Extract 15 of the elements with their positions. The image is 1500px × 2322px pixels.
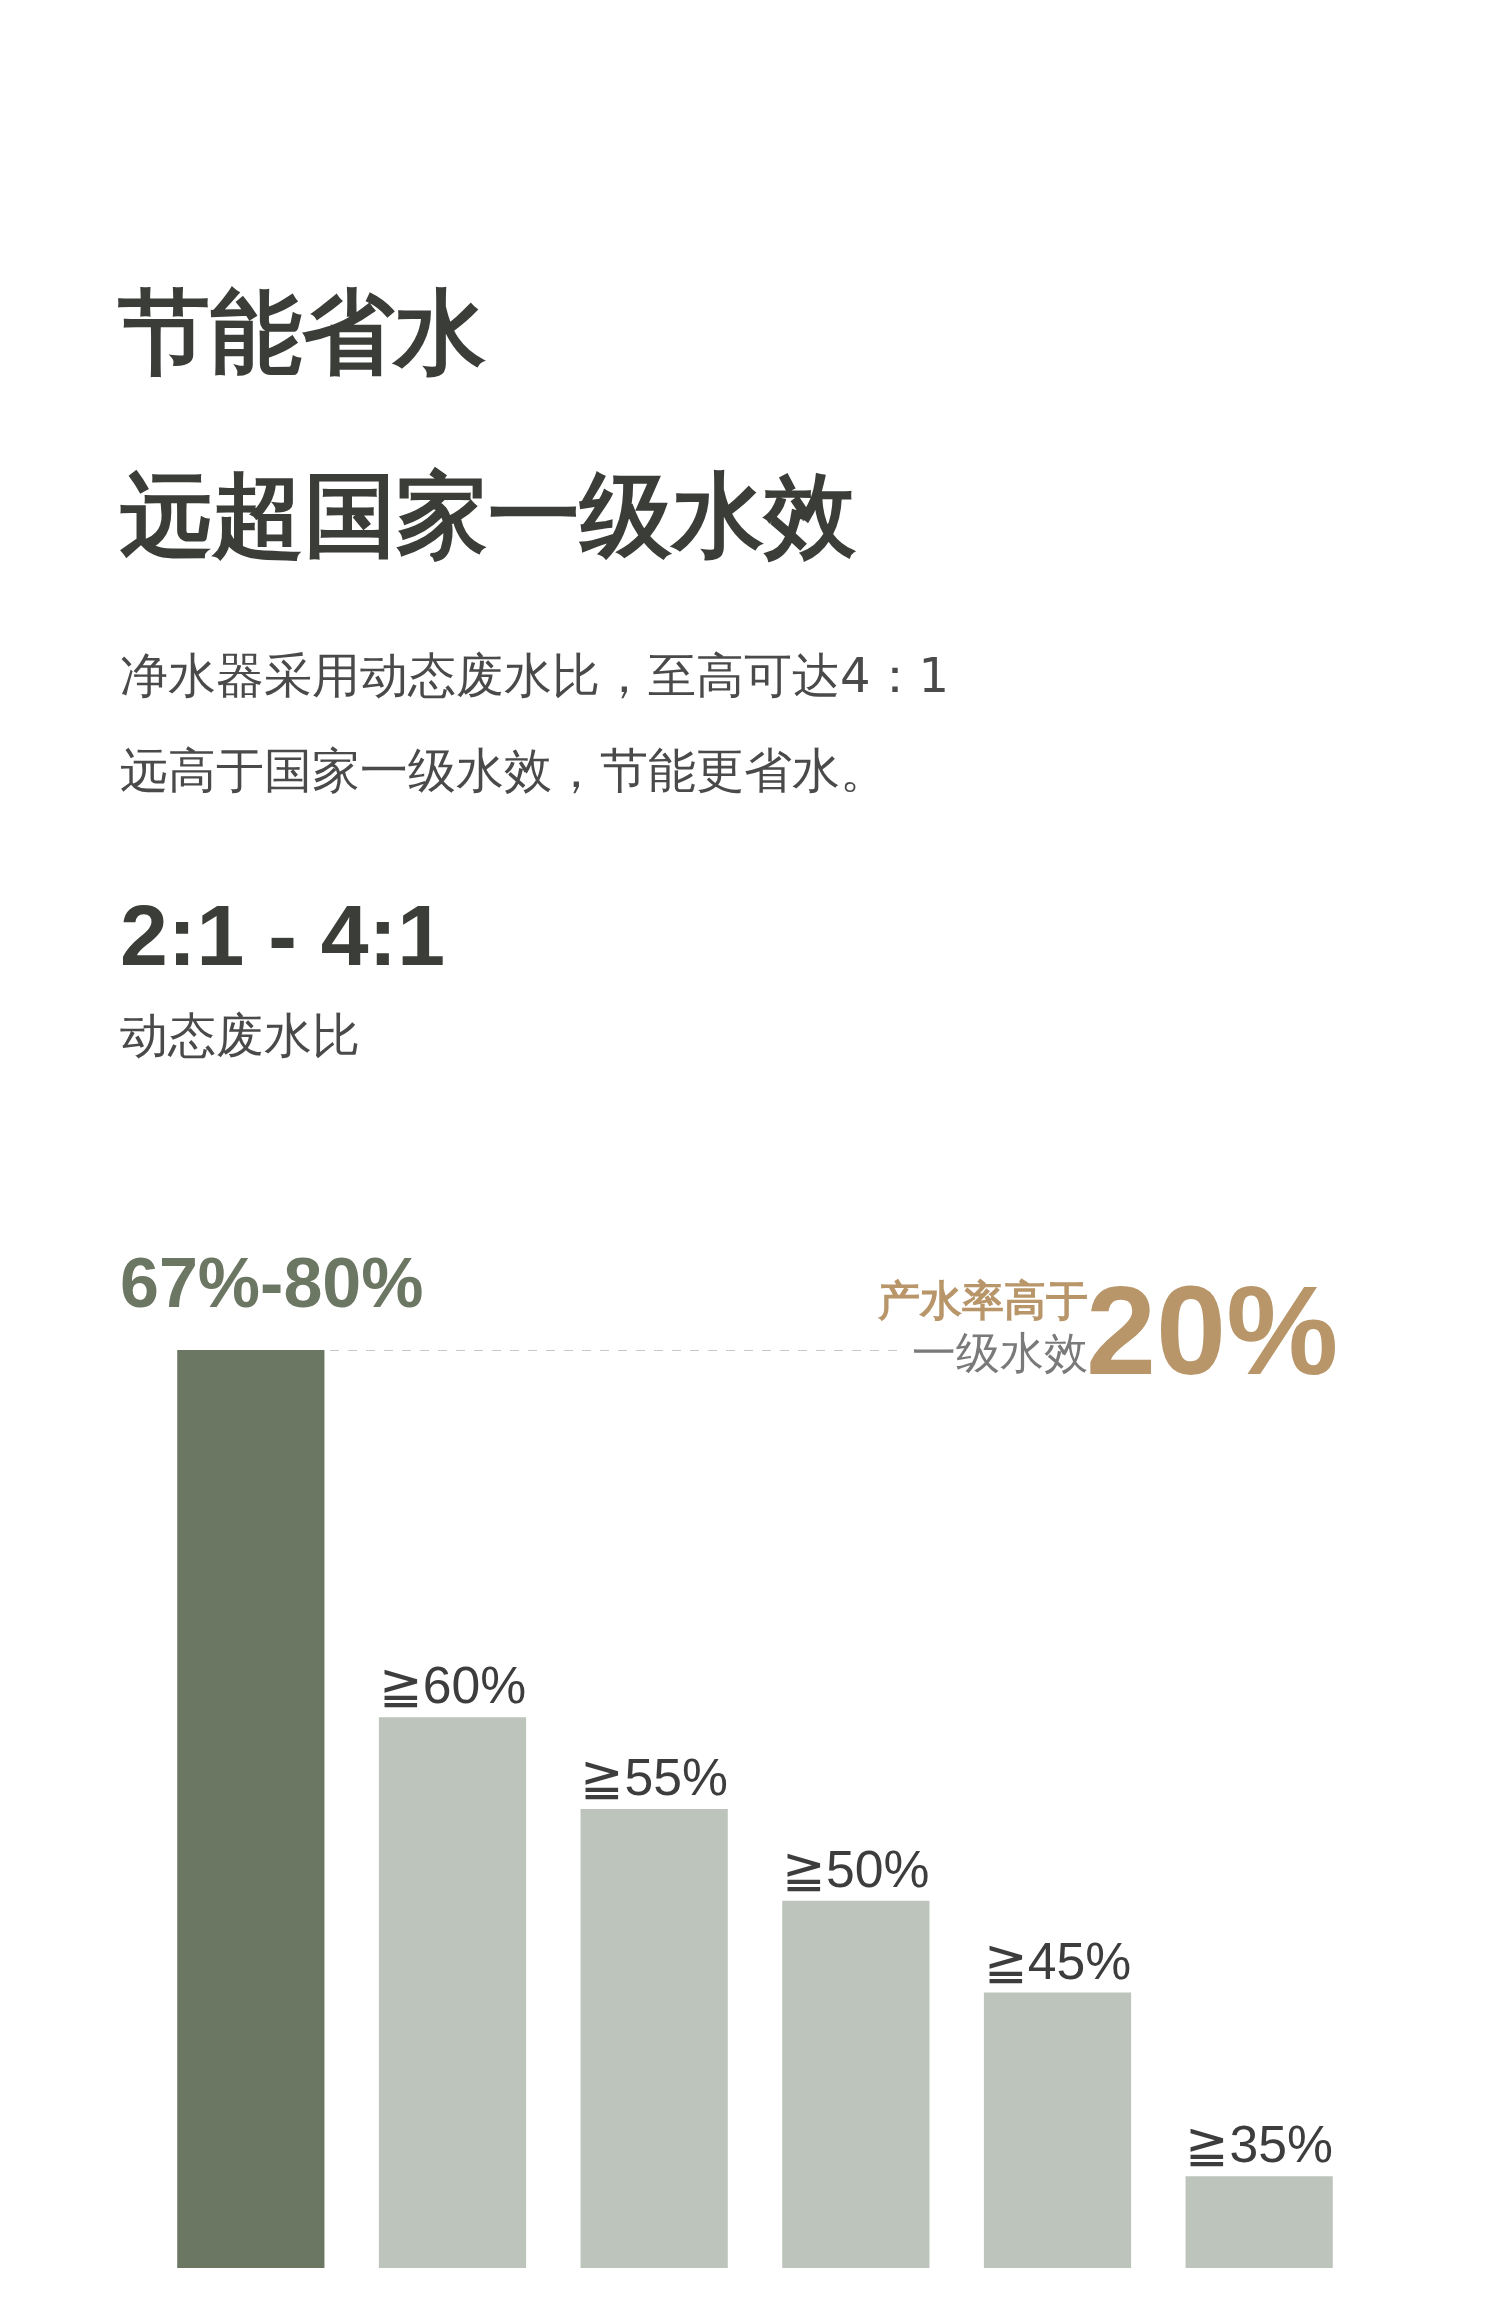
annotation: 20% <box>1086 1260 1339 1401</box>
text: 2:1 - 4:1 <box>120 887 446 983</box>
text: 动态废水比 <box>120 1007 360 1063</box>
data-label: ≧45% <box>983 1931 1132 1990</box>
chart-title: 节能省水 <box>117 279 486 387</box>
data-label: ≧55% <box>580 1748 728 1807</box>
data-label: ≧60% <box>378 1656 527 1715</box>
annotation: 一级水效 <box>912 1327 1088 1378</box>
data-label: ≧50% <box>782 1839 930 1898</box>
data-label: ≧35% <box>1185 2115 1333 2174</box>
ref-line-label: 产水率高于 <box>877 1276 1088 1325</box>
text: 远超国家一级水效 <box>120 462 857 569</box>
text: 67%-80% <box>120 1244 424 1322</box>
chart-subtitle: 净水器采用动态废水比，至高可达4：1 <box>120 647 950 703</box>
text: 远高于国家一级水效，节能更省水。 <box>120 742 888 798</box>
